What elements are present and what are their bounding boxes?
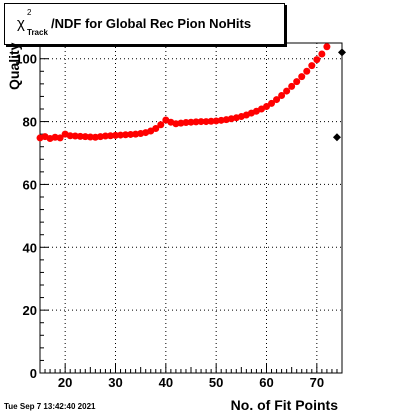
data-point	[66, 132, 74, 140]
data-point	[283, 87, 291, 95]
data-point	[303, 67, 311, 75]
outlier-point	[338, 48, 346, 57]
data-point	[207, 117, 215, 125]
data-point	[192, 118, 200, 126]
data-point	[202, 118, 210, 126]
y-tick-label: 0	[30, 366, 37, 381]
data-point	[288, 82, 296, 90]
y-axis-label: Quality	[6, 42, 22, 90]
title-superscript: 2	[27, 8, 32, 17]
data-point	[56, 134, 64, 142]
plot-frame	[39, 42, 343, 374]
tick-labels: 20 30 40 50 60 70 0 20 40 60 80 100	[15, 52, 324, 390]
chart-title: /NDF for Global Rec Pion NoHits	[51, 16, 252, 31]
title-chi-symbol: χ	[17, 15, 25, 32]
data-point	[323, 43, 331, 51]
data-point	[298, 73, 306, 81]
title-subscript: Track	[27, 28, 48, 37]
data-point	[268, 99, 276, 107]
data-point	[313, 56, 321, 64]
data-point	[293, 78, 301, 86]
outlier-point	[332, 133, 341, 142]
x-axis-label: No. of Fit Points	[230, 397, 338, 413]
x-tick-label: 50	[209, 375, 223, 390]
data-point	[81, 133, 89, 141]
data-point	[318, 50, 326, 58]
data-point	[117, 131, 125, 139]
data-point	[157, 121, 165, 129]
x-tick-label: 40	[159, 375, 173, 390]
x-tick-label: 70	[310, 375, 324, 390]
data-point	[76, 132, 84, 140]
grid	[40, 43, 342, 373]
data-point	[187, 118, 195, 126]
data-point	[106, 132, 114, 140]
data-point	[308, 62, 316, 70]
x-tick-label: 20	[58, 375, 72, 390]
data-point	[278, 91, 286, 99]
data-point	[71, 132, 79, 140]
data-point	[263, 102, 270, 110]
y-tick-label: 100	[15, 52, 37, 67]
data-point	[182, 119, 190, 127]
chart-title-box: χ 2 Track /NDF for Global Rec Pion NoHit…	[4, 3, 285, 45]
axis-ticks	[40, 45, 338, 374]
data-point	[273, 96, 281, 104]
data-point	[122, 131, 130, 139]
data-point	[127, 130, 135, 138]
data-point	[86, 133, 94, 141]
x-tick-label: 30	[108, 375, 122, 390]
data-point	[112, 131, 119, 139]
y-tick-label: 20	[23, 303, 37, 318]
data-point	[197, 118, 205, 126]
data-point	[152, 124, 160, 132]
y-tick-label: 80	[23, 115, 37, 130]
data-point	[101, 132, 109, 140]
y-tick-label: 60	[23, 177, 37, 192]
y-tick-label: 40	[23, 240, 37, 255]
timestamp: Tue Sep 7 13:42:40 2021	[4, 402, 96, 411]
x-tick-label: 60	[259, 375, 273, 390]
data-points	[36, 43, 346, 143]
